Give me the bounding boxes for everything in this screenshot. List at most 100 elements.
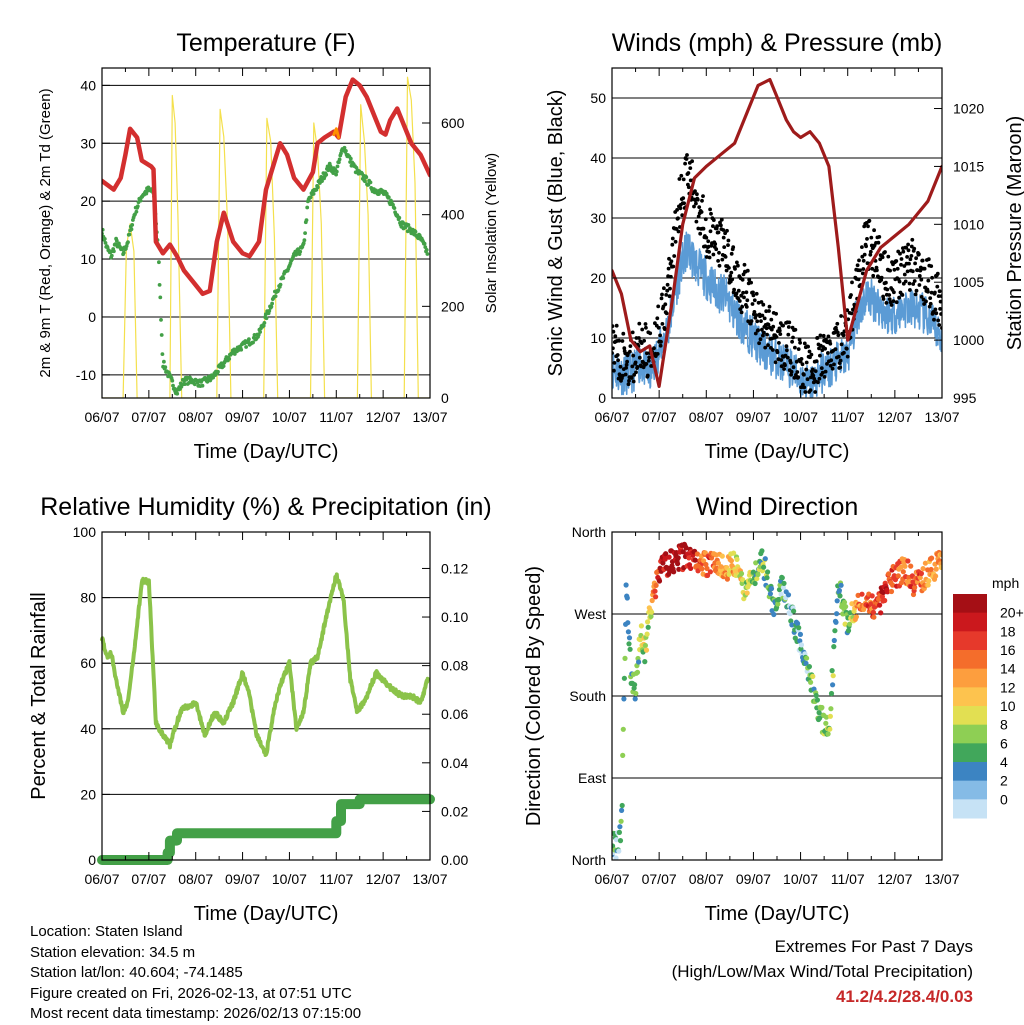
gust-point	[813, 369, 818, 373]
dewpoint-point	[337, 160, 341, 165]
chart-panel-1: Temperature (F) Time (Day/UTC) 06/07 07/07 0…	[37, 29, 500, 463]
gust-point	[887, 297, 892, 301]
gust-point	[755, 319, 760, 324]
gust-point	[701, 226, 706, 231]
wind-direction-point	[653, 594, 659, 600]
wind-direction-point	[847, 621, 853, 627]
gust-point	[903, 279, 908, 284]
y-tick-label: 40	[80, 721, 96, 737]
wind-direction-point	[803, 660, 809, 667]
gust-point	[777, 328, 782, 333]
gust-point	[686, 185, 691, 190]
gust-point	[637, 321, 642, 326]
dewpoint-point	[273, 294, 278, 299]
gust-point	[910, 269, 915, 274]
colorbar-swatch	[953, 724, 987, 744]
wind-direction-point	[702, 550, 708, 556]
gust-point	[693, 189, 697, 194]
gust-point	[761, 333, 765, 338]
gust-point	[729, 251, 734, 256]
wind-direction-point	[855, 592, 861, 599]
wind-direction-point	[823, 720, 829, 726]
wind-direction-point	[656, 578, 663, 584]
gust-point	[795, 370, 800, 374]
wind-direction-point	[761, 564, 767, 570]
gust-point	[804, 360, 809, 365]
gust-point	[745, 268, 750, 273]
wind-direction-point	[643, 647, 650, 653]
wind-direction-point	[870, 609, 877, 616]
gust-point	[759, 319, 763, 323]
gust-point	[633, 360, 638, 365]
y-tick-label: 40	[80, 77, 96, 93]
wind-direction-point	[888, 588, 895, 595]
x-tick-label: 10/07	[783, 871, 818, 887]
dewpoint-point	[392, 206, 397, 211]
wind-direction-point	[853, 614, 860, 620]
colorbar-swatch	[953, 780, 987, 800]
gust-point	[754, 291, 759, 296]
wind-direction-point	[834, 598, 840, 604]
gust-point	[642, 338, 646, 343]
dewpoint-point	[227, 357, 232, 361]
station-pressure-line	[612, 77, 942, 388]
wind-direction-point	[740, 577, 746, 583]
gust-point	[870, 266, 875, 271]
gust-point	[838, 358, 843, 363]
wind-direction-point	[676, 566, 682, 572]
dewpoint-point	[331, 171, 336, 176]
gust-point	[816, 380, 820, 385]
gust-point	[773, 360, 778, 365]
gust-point	[761, 330, 766, 335]
gust-point	[616, 376, 621, 381]
colorbar-label: 12	[1000, 679, 1016, 695]
gust-point	[793, 327, 798, 332]
colorbar-label: 8	[1000, 717, 1008, 733]
dewpoint-point	[303, 231, 307, 236]
gust-point	[894, 300, 899, 305]
gust-point	[935, 284, 940, 289]
dewpoint-point	[183, 382, 187, 386]
dewpoint-point	[311, 192, 316, 196]
gust-point	[756, 328, 760, 333]
gust-point	[762, 316, 767, 321]
gust-point	[933, 290, 937, 295]
gust-point	[930, 275, 934, 280]
gust-point	[737, 299, 742, 303]
wind-direction-point	[796, 625, 802, 631]
wind-direction-point	[695, 568, 701, 574]
dewpoint-point	[216, 369, 220, 374]
gust-point	[706, 239, 711, 244]
y-tick-label: North	[572, 524, 606, 540]
gust-point	[785, 355, 790, 360]
gust-point	[786, 332, 791, 337]
gust-point	[779, 358, 784, 362]
gust-point	[783, 363, 787, 368]
wind-direction-point	[752, 580, 758, 587]
wind-direction-point	[902, 563, 908, 569]
wind-direction-point	[662, 556, 668, 562]
gust-point	[802, 372, 806, 377]
wind-direction-point	[632, 696, 638, 702]
gust-point	[647, 355, 652, 360]
wind-direction-point	[616, 829, 623, 836]
wind-direction-point	[914, 579, 921, 585]
gust-point	[926, 257, 931, 262]
wind-direction-point	[775, 601, 781, 607]
gust-point	[860, 271, 865, 276]
gust-point	[839, 314, 843, 318]
x-tick-label: 08/07	[689, 409, 724, 425]
gust-point	[704, 255, 709, 259]
wind-direction-point	[623, 582, 629, 588]
gust-point	[924, 299, 928, 304]
x-tick-label: 13/07	[924, 409, 959, 425]
dewpoint-point	[269, 304, 274, 309]
dewpoint-point	[424, 248, 429, 252]
dewpoint-point	[157, 283, 162, 287]
gust-point	[648, 331, 653, 336]
gust-point	[788, 360, 793, 365]
colorbar-label: 14	[1000, 661, 1016, 677]
gust-point	[892, 267, 897, 272]
gust-point	[935, 271, 940, 276]
